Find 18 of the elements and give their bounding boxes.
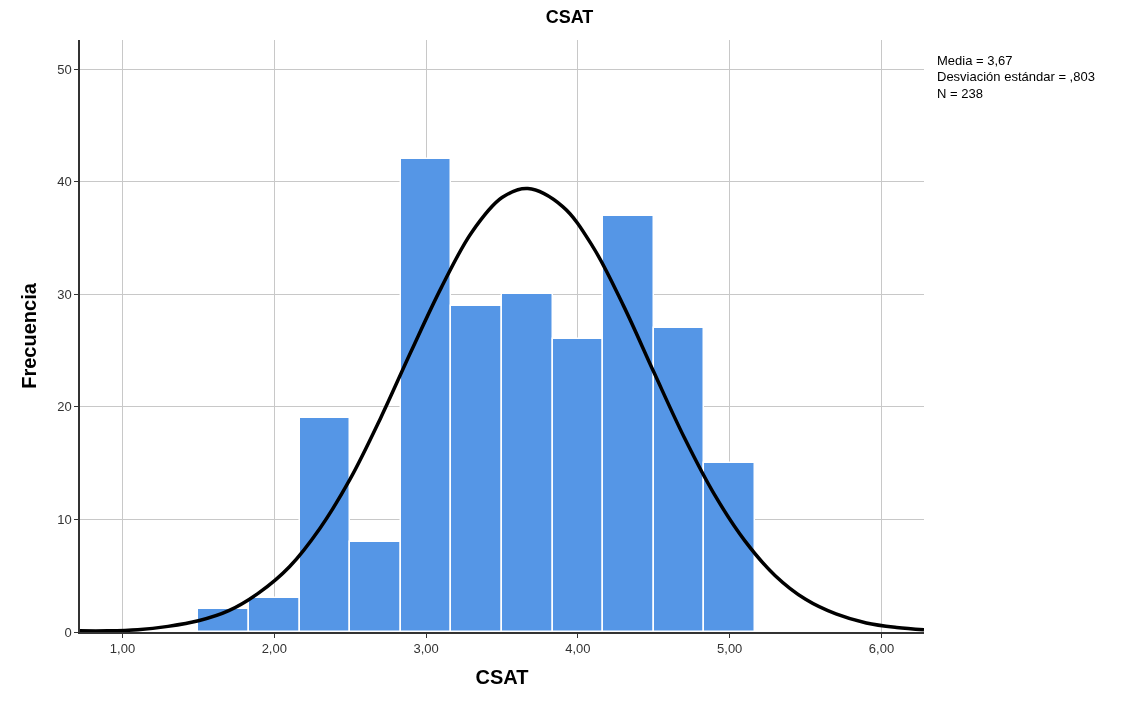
text: Desviación estándar = ,803 <box>937 69 1095 84</box>
x-tick-label: 3,00 <box>413 641 439 657</box>
text: Media = 3,67 <box>937 53 1013 68</box>
y-tick-label: 20 <box>57 399 72 415</box>
y-tick-label: 30 <box>57 286 72 302</box>
x-tick-label: 5,00 <box>717 641 743 657</box>
y-axis-title: Frecuencia <box>18 282 41 389</box>
text: N = 238 <box>937 86 983 101</box>
y-tick-label: 10 <box>57 512 72 527</box>
y-tick-label: 50 <box>57 61 72 77</box>
x-tick-label: 6,00 <box>868 641 895 657</box>
x-tick-label: 4,00 <box>565 641 591 657</box>
x-axis-title: CSAT <box>475 666 529 689</box>
x-tick-label: 2,00 <box>261 641 287 657</box>
y-tick-label: 40 <box>57 174 72 190</box>
chart-title: CSAT <box>545 7 594 28</box>
y-tick-label: 0 <box>64 624 72 640</box>
x-tick-label: 1,00 <box>109 641 136 657</box>
